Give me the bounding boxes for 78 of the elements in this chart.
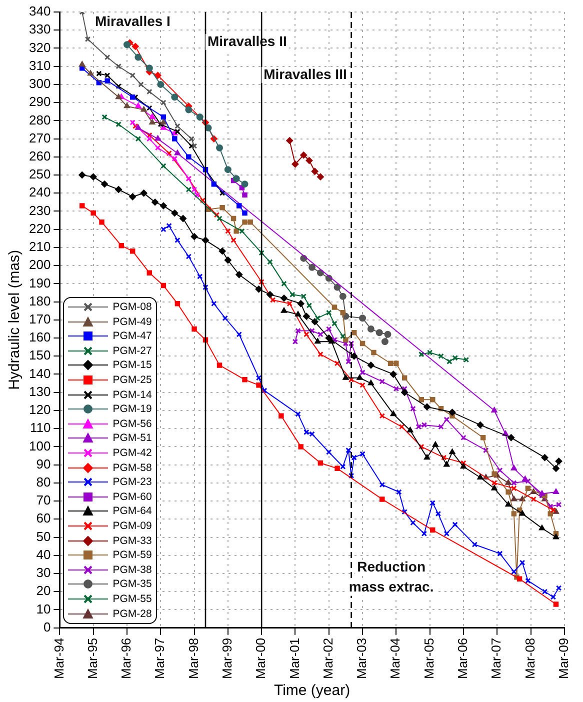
annotation: Miravalles I <box>94 12 170 29</box>
y-tick-label: 260 <box>28 148 51 164</box>
x-tick-label: Mar-04 <box>388 638 403 680</box>
y-tick-label: 60 <box>36 510 51 526</box>
y-tick-label: 110 <box>30 420 51 436</box>
ref-line-label: Reduction mass extrac. <box>348 558 434 595</box>
y-tick-label: 30 <box>36 565 51 580</box>
y-tick-label: 220 <box>28 220 51 236</box>
legend-label: PGM-08 <box>112 301 152 314</box>
x-tick-label: Mar-96 <box>118 638 134 680</box>
y-tick-label: 330 <box>28 22 51 37</box>
y-tick-label: 130 <box>28 384 51 399</box>
y-tick-label: 190 <box>28 275 51 290</box>
x-tick-label: Mar-08 <box>522 638 538 680</box>
y-tick-label: 100 <box>28 438 51 454</box>
x-tick-label: Mar-01 <box>286 638 302 680</box>
y-tick-label: 140 <box>28 366 51 381</box>
legend-label: PGM-49 <box>112 316 152 328</box>
y-tick-label: 340 <box>28 4 51 19</box>
y-tick-label: 300 <box>28 76 51 92</box>
legend-label: PGM-27 <box>112 344 152 357</box>
y-tick-label: 240 <box>28 184 51 200</box>
x-tick-label: Mar-99 <box>220 638 235 680</box>
x-tick-label: Mar-05 <box>421 638 436 680</box>
y-tick-label: 180 <box>28 293 51 308</box>
legend-label: PGM-42 <box>112 447 152 460</box>
legend-label: PGM-19 <box>112 403 152 416</box>
legend-label: PGM-38 <box>112 564 152 576</box>
legend-label: PGM-47 <box>112 330 152 342</box>
y-tick-label: 250 <box>28 166 51 182</box>
x-tick-label: Mar-97 <box>152 638 168 680</box>
y-tick-label: 50 <box>36 528 51 544</box>
x-tick-label: Mar-02 <box>320 638 336 680</box>
y-tick-label: 170 <box>28 311 51 326</box>
legend-label: PGM-28 <box>112 608 152 620</box>
y-tick-label: 40 <box>36 546 51 562</box>
x-tick-label: Mar-03 <box>354 638 370 680</box>
y-tick-label: 90 <box>36 456 51 472</box>
y-tick-label: 280 <box>28 112 51 128</box>
legend-label: PGM-33 <box>112 534 152 547</box>
legend-label: PGM-09 <box>112 520 152 532</box>
legend-label: PGM-15 <box>112 359 152 372</box>
y-tick-label: 120 <box>28 402 51 418</box>
legend-label: PGM-25 <box>112 374 152 386</box>
y-tick-label: 270 <box>28 130 51 146</box>
x-tick-label: Mar-98 <box>186 638 201 680</box>
legend-label: PGM-58 <box>112 462 152 474</box>
legend-label: PGM-56 <box>112 418 152 430</box>
x-tick-label: Mar-94 <box>51 638 66 680</box>
legend-label: PGM-51 <box>112 432 152 444</box>
x-tick-label: Mar-95 <box>84 638 100 680</box>
legend-label: PGM-55 <box>112 592 152 605</box>
legend-label: PGM-60 <box>112 490 152 503</box>
y-tick-label: 290 <box>28 94 51 110</box>
y-tick-label: 0 <box>43 619 51 634</box>
x-tick-label: Mar-09 <box>556 638 571 680</box>
y-tick-label: 20 <box>36 583 51 598</box>
y-tick-label: 210 <box>28 239 51 254</box>
y-tick-label: 310 <box>28 58 51 73</box>
x-axis-title: Time (year) <box>274 682 350 700</box>
x-tick-label: Mar-07 <box>488 638 504 680</box>
x-tick-label: Mar-00 <box>253 638 268 680</box>
legend-label: PGM-59 <box>112 549 152 562</box>
y-tick-label: 320 <box>28 40 51 55</box>
legend-label: PGM-14 <box>112 388 152 401</box>
y-tick-label: 10 <box>36 601 51 616</box>
legend-label: PGM-23 <box>112 476 152 488</box>
y-tick-label: 200 <box>28 257 51 272</box>
legend-label: PGM-35 <box>112 578 152 590</box>
y-tick-label: 230 <box>28 202 51 218</box>
y-axis-title: Hydraulic level (mas) <box>6 250 24 390</box>
ref-line-label: Miravalles III <box>264 66 347 82</box>
legend-label: PGM-64 <box>112 505 152 518</box>
y-tick-label: 70 <box>36 492 51 508</box>
y-tick-label: 160 <box>28 330 51 345</box>
x-tick-label: Mar-06 <box>455 638 470 680</box>
y-tick-label: 80 <box>36 474 51 490</box>
y-tick-label: 150 <box>28 348 51 363</box>
